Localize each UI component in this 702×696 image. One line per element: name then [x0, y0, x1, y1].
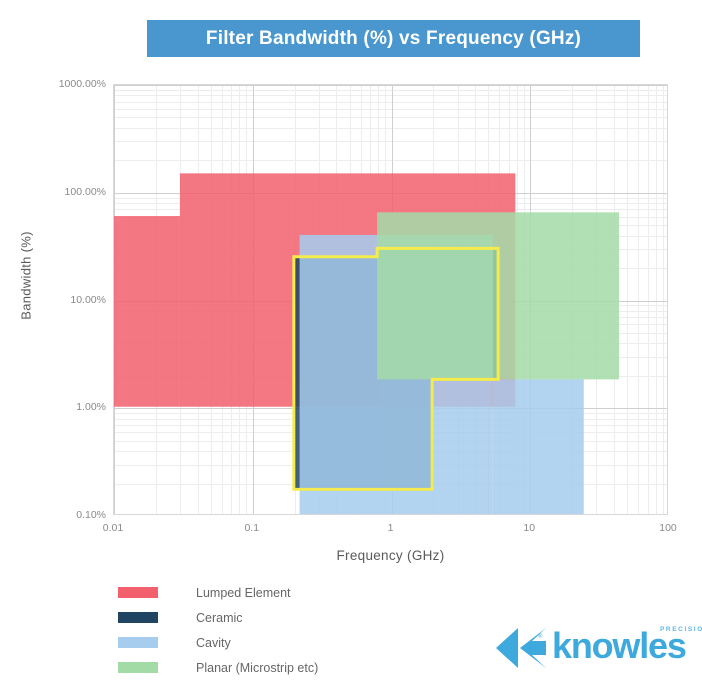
grid-line-vertical [655, 85, 657, 514]
logo-wordmark: knowles [552, 625, 687, 666]
y-axis-tick-label: 0.10% [76, 509, 106, 521]
grid-line-horizontal [114, 160, 667, 162]
legend-label: Planar (Microstrip etc) [196, 660, 319, 675]
x-axis-tick-label: 0.1 [244, 522, 260, 534]
grid-line-horizontal [114, 95, 667, 97]
grid-line-vertical [638, 85, 640, 514]
legend-item-lumped-element[interactable]: Lumped Element [118, 580, 448, 605]
chart-title-banner: Filter Bandwidth (%) vs Frequency (GHz) [147, 20, 640, 57]
y-axis-tick-label: 10.00% [70, 293, 106, 306]
ceramic-highlight-outline [292, 246, 500, 491]
legend-swatch [118, 662, 158, 673]
registered-mark: ® [538, 634, 543, 640]
x-axis-tick-label: 0.01 [102, 522, 124, 534]
region-rect [114, 216, 180, 407]
grid-line-horizontal [114, 89, 667, 91]
legend-item-planar-microstrip-etc[interactable]: Planar (Microstrip etc) [118, 655, 448, 680]
legend-label: Ceramic [196, 610, 243, 625]
grid-line-vertical [627, 85, 629, 514]
legend-label: Lumped Element [196, 585, 291, 600]
knowles-chevron-icon [496, 628, 546, 668]
legend-item-ceramic[interactable]: Ceramic [118, 605, 448, 630]
grid-line-horizontal [114, 108, 667, 110]
region-rect [492, 379, 584, 514]
legend-label: Cavity [196, 635, 231, 650]
x-axis-tick-label: 1 [387, 522, 394, 534]
legend-swatch [118, 637, 158, 648]
knowles-logo: ® PRECISION DEVICES knowles [492, 622, 702, 674]
legend-swatch [118, 612, 158, 623]
grid-line-horizontal [114, 117, 667, 119]
grid-line-horizontal-major [114, 85, 667, 86]
grid-line-vertical [662, 85, 664, 514]
grid-line-horizontal [114, 101, 667, 103]
y-axis-tick-label: 100.00% [64, 185, 106, 198]
x-axis-tick-label: 100 [659, 522, 677, 534]
logo-tagline: PRECISION DEVICES [660, 626, 702, 633]
y-axis-tick-label: 1.00% [76, 401, 106, 414]
page-title: Filter Bandwidth (%) vs Frequency (GHz) [205, 27, 582, 49]
legend-item-cavity[interactable]: Cavity [118, 630, 448, 655]
y-axis-title: Bandwidth (%) [18, 231, 34, 320]
series-regions [114, 173, 620, 514]
x-axis-tick-label: 10 [523, 522, 536, 534]
grid-line-horizontal [114, 141, 667, 143]
grid-line-vertical [647, 85, 649, 514]
x-axis-title: Frequency (GHz) [336, 548, 445, 563]
legend-swatch [118, 587, 158, 598]
y-axis-tick-label: 1000.00% [58, 78, 106, 90]
grid-line-horizontal [114, 127, 667, 129]
chart-legend: Lumped Element Ceramic Cavity Planar (Micro… [118, 580, 448, 680]
plot-area [113, 84, 668, 515]
